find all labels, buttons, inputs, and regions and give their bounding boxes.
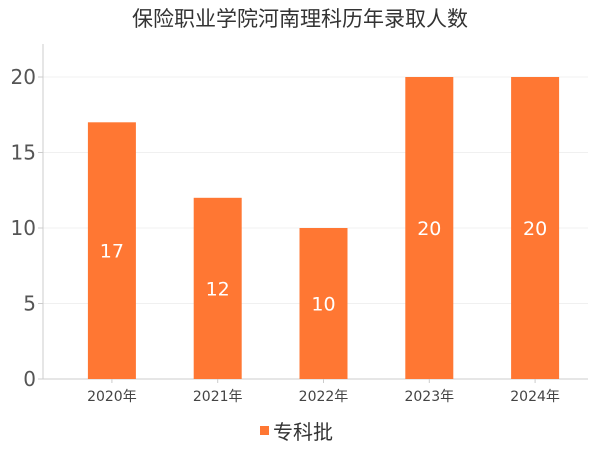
bar-value-label: 20 (417, 218, 441, 240)
bar[interactable] (299, 228, 348, 379)
y-tick-label: 20 (11, 65, 36, 89)
x-tick-label: 2021年 (193, 389, 243, 405)
x-tick-label: 2024年 (510, 389, 560, 405)
x-tick-label: 2022年 (299, 389, 349, 405)
bar-value-label: 20 (523, 218, 547, 240)
x-tick-label: 2023年 (404, 389, 454, 405)
bar[interactable] (87, 122, 136, 380)
y-tick-label: 0 (23, 367, 36, 391)
y-axis-ticks: 0 5 10 15 20 (11, 65, 43, 391)
y-tick-label: 5 (23, 292, 36, 316)
bar-value-label: 10 (311, 294, 335, 316)
bar-value-label: 17 (100, 241, 124, 263)
bar[interactable] (193, 197, 242, 379)
y-tick-label: 15 (11, 141, 36, 165)
x-tick-label: 2020年 (87, 389, 137, 405)
bar[interactable] (511, 77, 560, 379)
chart-title: 保险职业学院河南理科历年录取人数 (132, 7, 468, 31)
bar[interactable] (405, 77, 454, 379)
y-tick-label: 10 (11, 216, 36, 240)
x-axis-ticks: 2020年 2021年 2022年 2023年 2024年 (87, 379, 560, 405)
legend-label: 专科批 (273, 420, 333, 444)
bar-series: 17 12 10 20 20 (87, 77, 560, 380)
bar-value-label: 12 (206, 278, 230, 300)
legend-swatch (260, 426, 269, 435)
legend[interactable]: 专科批 (260, 420, 333, 444)
